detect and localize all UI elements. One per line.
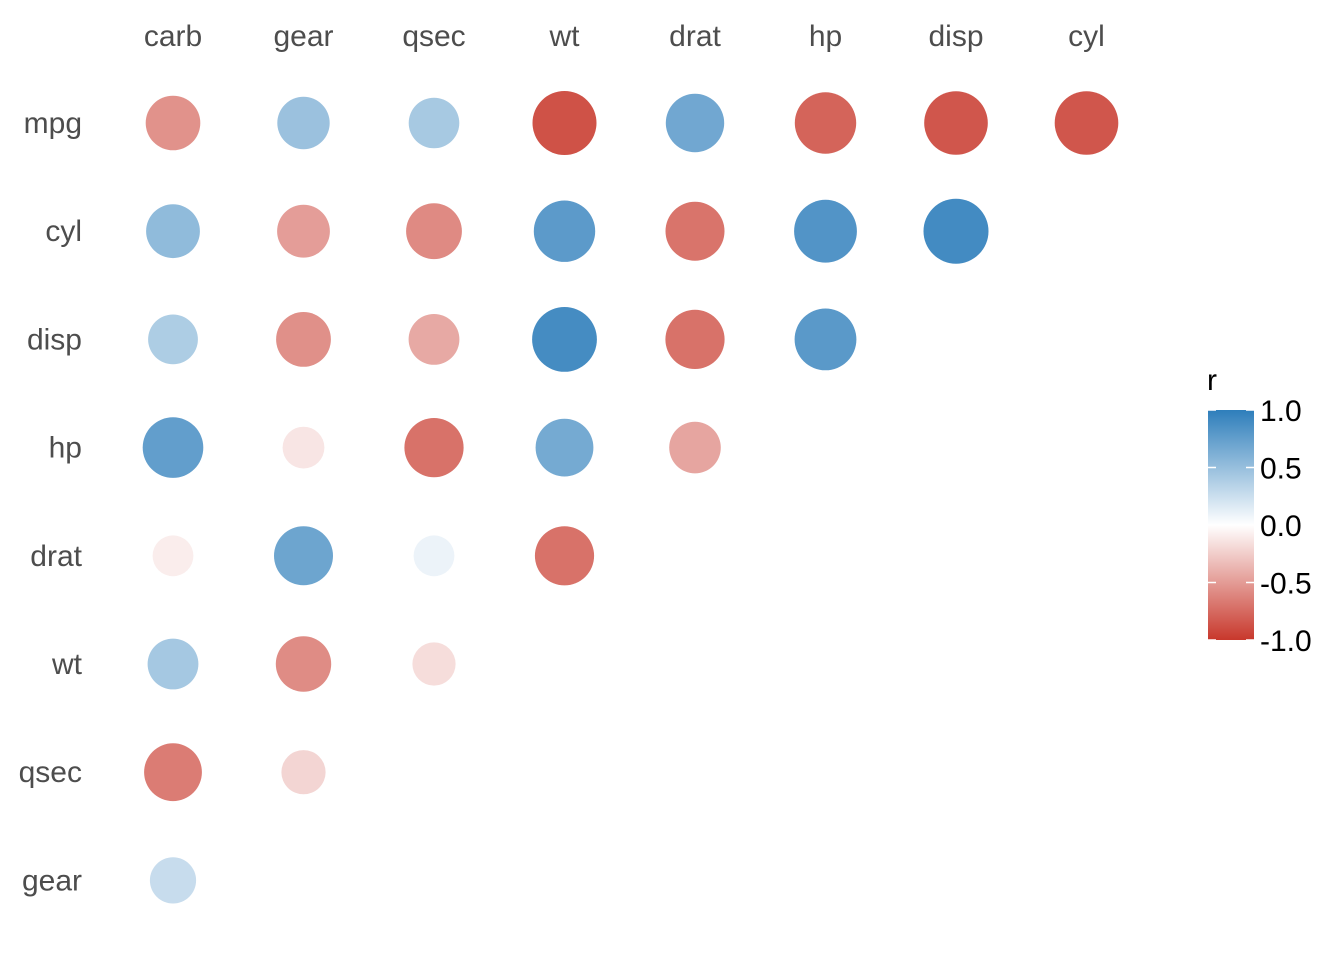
circle-cyl-wt <box>533 200 596 262</box>
circle-qsec-carb <box>144 743 202 802</box>
legend-tick-label: 1.0 <box>1260 395 1302 428</box>
column-label-wt: wt <box>549 20 581 53</box>
column-label-qsec: qsec <box>402 20 465 53</box>
circle-drat-gear <box>274 526 333 586</box>
circle-mpg-cyl <box>1054 91 1119 155</box>
circle-drat-carb <box>152 535 194 577</box>
circle-hp-wt <box>535 418 594 477</box>
circle-hp-carb <box>142 417 204 478</box>
circle-wt-carb <box>147 638 199 690</box>
circle-cyl-hp <box>794 199 857 263</box>
circle-mpg-qsec <box>408 97 460 149</box>
row-label-hp: hp <box>49 432 82 465</box>
circle-mpg-disp <box>924 91 988 155</box>
circle-disp-qsec <box>408 314 460 365</box>
column-label-gear: gear <box>273 20 333 53</box>
circle-mpg-carb <box>145 95 201 151</box>
circle-cyl-disp <box>923 198 989 264</box>
circle-mpg-hp <box>794 92 857 154</box>
legend-tick-label: -1.0 <box>1260 625 1312 658</box>
column-label-drat: drat <box>669 20 721 53</box>
circle-qsec-gear <box>281 750 326 795</box>
circle-cyl-drat <box>665 201 725 261</box>
correlation-circles <box>142 91 1119 904</box>
column-labels: carb gear qsec wt drat hp disp cyl <box>144 20 1105 53</box>
row-label-gear: gear <box>22 864 82 897</box>
row-label-wt: wt <box>51 648 83 681</box>
legend-ticks: 1.0 0.5 0.0 -0.5 -1.0 <box>1208 395 1312 658</box>
circle-mpg-drat <box>665 93 725 153</box>
circle-gear-carb <box>149 857 197 904</box>
circle-hp-drat <box>669 421 721 474</box>
circle-disp-hp <box>794 308 857 371</box>
circle-cyl-carb <box>146 204 200 259</box>
column-label-hp: hp <box>809 20 842 53</box>
legend-tick-label: 0.0 <box>1260 510 1302 543</box>
column-label-cyl: cyl <box>1068 20 1105 53</box>
circle-cyl-qsec <box>406 203 462 260</box>
legend-tick-label: 0.5 <box>1260 453 1302 486</box>
circle-disp-wt <box>532 307 597 372</box>
column-label-disp: disp <box>928 20 983 53</box>
circle-wt-gear <box>275 636 332 692</box>
row-label-cyl: cyl <box>45 215 82 248</box>
circle-cyl-gear <box>277 204 330 258</box>
legend: r 1.0 0.5 0.0 -0.5 -1.0 <box>1207 364 1312 658</box>
circle-wt-qsec <box>412 642 456 686</box>
row-labels: mpg cyl disp hp drat wt qsec gear <box>19 107 83 897</box>
circle-disp-drat <box>665 309 725 369</box>
circle-mpg-wt <box>532 91 597 155</box>
circle-mpg-gear <box>277 96 330 150</box>
circle-drat-qsec <box>413 535 455 577</box>
row-label-disp: disp <box>27 323 82 356</box>
row-label-qsec: qsec <box>19 756 82 789</box>
legend-tick-label: -0.5 <box>1260 568 1312 601</box>
circle-hp-gear <box>282 426 325 469</box>
column-label-carb: carb <box>144 20 202 53</box>
circle-hp-qsec <box>404 418 464 478</box>
legend-title: r <box>1207 364 1217 397</box>
row-label-drat: drat <box>30 540 82 573</box>
circle-disp-carb <box>148 314 198 365</box>
circle-disp-gear <box>276 312 331 367</box>
row-label-mpg: mpg <box>24 107 82 140</box>
circle-drat-wt <box>534 526 595 586</box>
